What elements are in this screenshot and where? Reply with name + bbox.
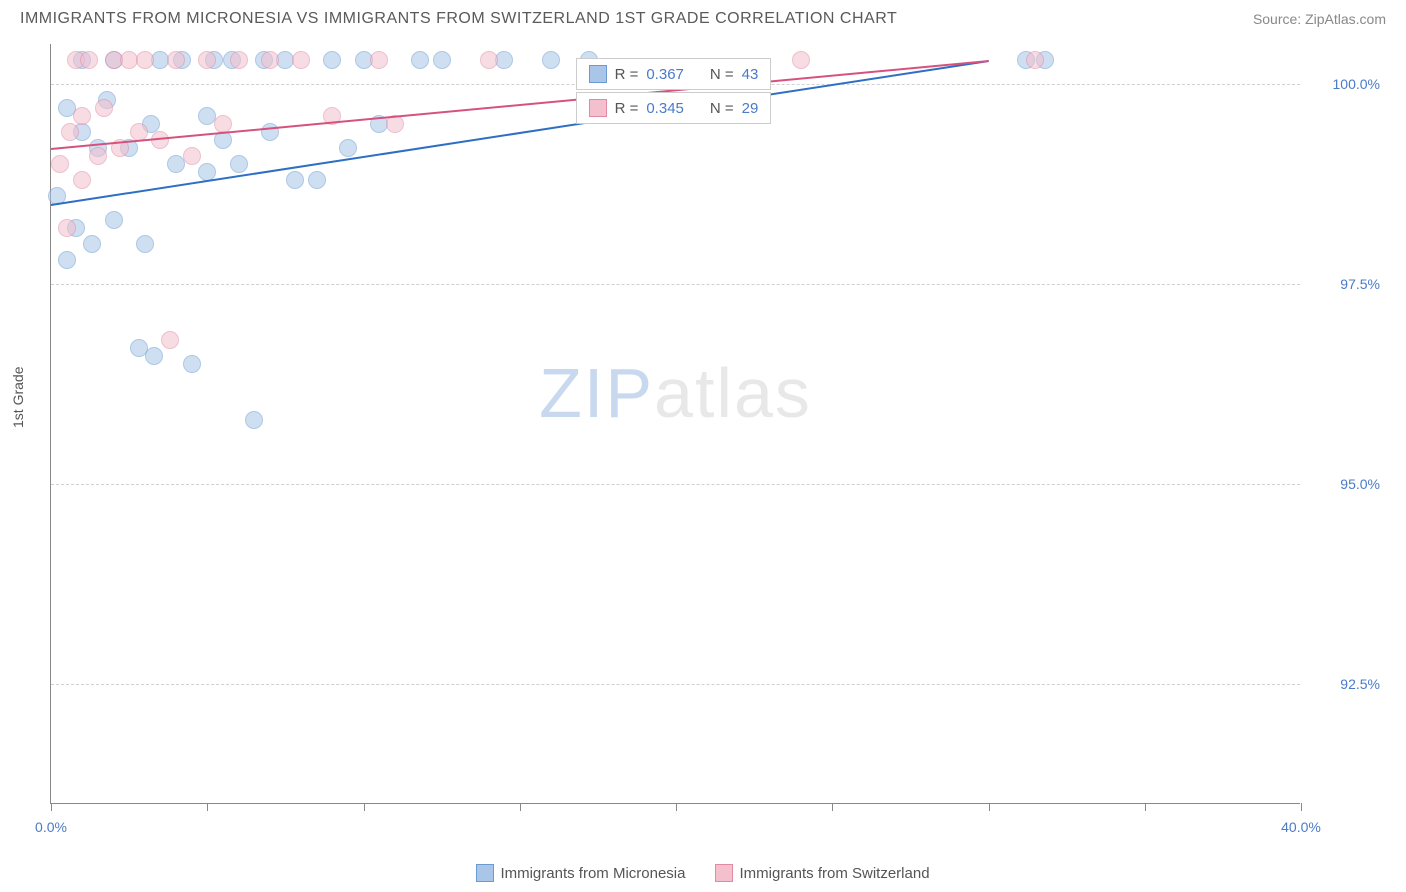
scatter-point: [161, 331, 179, 349]
scatter-point: [51, 155, 69, 173]
x-tick-label: 40.0%: [1281, 819, 1321, 835]
scatter-point: [183, 147, 201, 165]
y-tick-label: 92.5%: [1340, 676, 1380, 692]
scatter-point: [89, 147, 107, 165]
stats-box: R = 0.345 N = 29: [576, 92, 772, 124]
y-tick-label: 100.0%: [1333, 76, 1380, 92]
x-tick: [364, 803, 365, 811]
scatter-point: [433, 51, 451, 69]
gridline: [51, 684, 1300, 685]
x-tick: [1145, 803, 1146, 811]
scatter-point: [1026, 51, 1044, 69]
stats-n-label: N =: [710, 66, 734, 83]
y-tick-label: 95.0%: [1340, 476, 1380, 492]
legend-swatch-icon: [715, 864, 733, 882]
scatter-point: [230, 51, 248, 69]
legend-label: Immigrants from Switzerland: [739, 865, 929, 882]
x-tick: [832, 803, 833, 811]
x-tick-label: 0.0%: [35, 819, 67, 835]
scatter-chart: ZIPatlas 92.5%95.0%97.5%100.0%0.0%40.0%R…: [50, 44, 1300, 804]
scatter-point: [83, 235, 101, 253]
scatter-point: [58, 251, 76, 269]
trend-line: [51, 60, 989, 206]
scatter-point: [198, 51, 216, 69]
watermark: ZIPatlas: [539, 353, 812, 433]
scatter-point: [73, 107, 91, 125]
scatter-point: [145, 347, 163, 365]
scatter-point: [105, 211, 123, 229]
legend-item-micronesia: Immigrants from Micronesia: [476, 864, 685, 882]
scatter-point: [370, 51, 388, 69]
stats-n-value: 43: [742, 66, 759, 83]
scatter-point: [323, 51, 341, 69]
trend-line: [51, 60, 989, 150]
stats-n-value: 29: [742, 100, 759, 117]
legend-item-switzerland: Immigrants from Switzerland: [715, 864, 929, 882]
scatter-point: [480, 51, 498, 69]
stats-r-label: R =: [615, 66, 639, 83]
scatter-point: [308, 171, 326, 189]
stats-n-label: N =: [710, 100, 734, 117]
scatter-point: [80, 51, 98, 69]
y-tick-label: 97.5%: [1340, 276, 1380, 292]
scatter-point: [136, 51, 154, 69]
scatter-point: [58, 219, 76, 237]
scatter-point: [792, 51, 810, 69]
scatter-point: [286, 171, 304, 189]
scatter-point: [61, 123, 79, 141]
legend: Immigrants from Micronesia Immigrants fr…: [0, 864, 1406, 882]
scatter-point: [339, 139, 357, 157]
scatter-point: [167, 51, 185, 69]
scatter-point: [245, 411, 263, 429]
scatter-point: [292, 51, 310, 69]
scatter-point: [136, 235, 154, 253]
stats-swatch-icon: [589, 99, 607, 117]
x-tick: [51, 803, 52, 811]
stats-r-value: 0.345: [646, 100, 684, 117]
stats-swatch-icon: [589, 65, 607, 83]
gridline: [51, 484, 1300, 485]
stats-r-value: 0.367: [646, 66, 684, 83]
scatter-point: [230, 155, 248, 173]
scatter-point: [73, 171, 91, 189]
scatter-point: [261, 51, 279, 69]
chart-source: Source: ZipAtlas.com: [1253, 11, 1386, 27]
gridline: [51, 284, 1300, 285]
x-tick: [520, 803, 521, 811]
scatter-point: [411, 51, 429, 69]
scatter-point: [261, 123, 279, 141]
x-tick: [1301, 803, 1302, 811]
scatter-point: [183, 355, 201, 373]
scatter-point: [95, 99, 113, 117]
chart-title: IMMIGRANTS FROM MICRONESIA VS IMMIGRANTS…: [20, 10, 897, 28]
x-tick: [989, 803, 990, 811]
stats-box: R = 0.367 N = 43: [576, 58, 772, 90]
y-axis-label: 1st Grade: [10, 367, 26, 428]
legend-swatch-icon: [476, 864, 494, 882]
scatter-point: [495, 51, 513, 69]
chart-header: IMMIGRANTS FROM MICRONESIA VS IMMIGRANTS…: [0, 0, 1406, 36]
x-tick: [676, 803, 677, 811]
x-tick: [207, 803, 208, 811]
legend-label: Immigrants from Micronesia: [500, 865, 685, 882]
stats-r-label: R =: [615, 100, 639, 117]
scatter-point: [542, 51, 560, 69]
